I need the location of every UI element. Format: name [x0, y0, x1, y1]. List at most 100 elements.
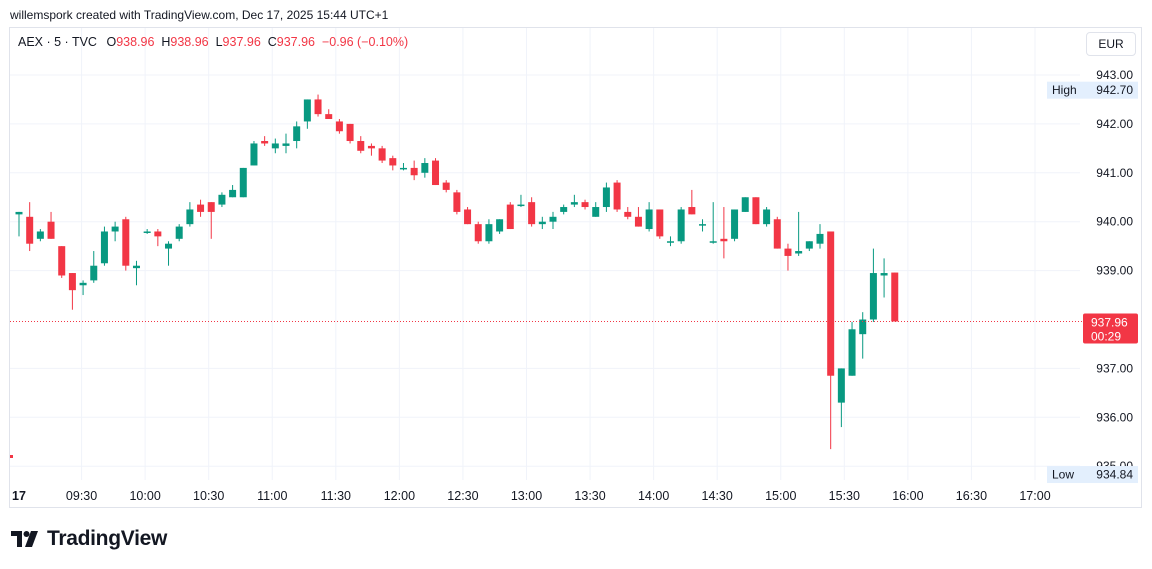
x-tick-label: 14:30 [702, 489, 733, 503]
candle-up [303, 99, 311, 122]
candle-up [485, 224, 493, 242]
x-tick-label: 16:30 [956, 489, 987, 503]
tradingview-logo[interactable]: TradingView [11, 527, 167, 551]
candle-down [346, 123, 354, 142]
ohlc-legend: AEX · 5 · TVC O938.96 H938.96 L937.96 C9… [18, 35, 408, 49]
low-value: 937.96 [222, 35, 261, 49]
attribution-text: willemspork created with TradingView.com… [10, 8, 389, 22]
candle-down [26, 216, 34, 244]
candle-up [848, 329, 856, 376]
candle-up [592, 207, 600, 217]
candle-up [699, 224, 707, 226]
y-tick-label: 940.00 [1096, 215, 1133, 229]
candle-up [805, 241, 813, 249]
candle-up [90, 265, 98, 281]
candle-down [453, 192, 461, 212]
last-price-countdown: 00:29 [1091, 329, 1121, 343]
x-tick-label: 15:00 [765, 489, 796, 503]
candle-down [432, 160, 440, 186]
candle-up [111, 226, 119, 232]
candle-up [602, 187, 610, 208]
open-value: 938.96 [116, 35, 155, 49]
candle-down [581, 202, 589, 208]
currency-button[interactable]: EUR [1086, 32, 1136, 56]
candle-down [207, 202, 215, 212]
y-tick-label: 939.00 [1096, 264, 1133, 278]
candle-down [720, 238, 728, 242]
candle-down [613, 182, 621, 210]
candle-down [474, 224, 482, 242]
candle-up [880, 273, 888, 276]
candle-down [378, 148, 386, 161]
candle-down [784, 248, 792, 256]
candle-down [197, 204, 205, 212]
candle-up [869, 273, 877, 320]
x-tick-label: 10:00 [129, 489, 160, 503]
candle-down [688, 207, 696, 215]
candle-up [250, 143, 258, 166]
candle-down [314, 99, 322, 115]
x-tick-label: 11:00 [257, 489, 287, 503]
candle-up [496, 219, 504, 232]
candle-down [773, 219, 781, 249]
low-label: Low [1052, 468, 1074, 482]
high-label: H [161, 35, 171, 49]
candle-down [122, 219, 130, 266]
candle-down [442, 182, 450, 190]
candle-down [506, 204, 514, 230]
x-tick-label: 17 [12, 489, 26, 503]
symbol-label[interactable]: AEX · 5 · TVC [18, 35, 97, 49]
y-tick-label: 941.00 [1096, 166, 1133, 180]
candle-down [656, 209, 664, 237]
last-price-value: 937.96 [1091, 315, 1128, 329]
candle-down [827, 231, 835, 376]
candle-down [367, 145, 375, 149]
candle-down [528, 202, 536, 225]
candle-up [421, 163, 429, 173]
candle-up [132, 265, 140, 269]
x-tick-label: 12:00 [384, 489, 415, 503]
y-tick-label: 936.00 [1096, 410, 1133, 424]
candle-up [143, 231, 151, 233]
candle-up [709, 241, 717, 243]
change-value: −0.96 (−0.10%) [321, 35, 409, 49]
high-value: 938.96 [170, 35, 209, 49]
y-tick-label: 937.00 [1096, 361, 1133, 375]
candle-up [731, 209, 739, 239]
high-value: 942.70 [1096, 83, 1133, 97]
candle-up [229, 189, 237, 198]
candle-down [634, 216, 642, 227]
close-value: 937.96 [276, 35, 315, 49]
x-tick-label: 13:30 [574, 489, 605, 503]
candle-down [624, 211, 632, 217]
low-value: 934.84 [1096, 468, 1133, 482]
candle-up [645, 209, 653, 230]
candle-up [239, 167, 247, 198]
candle-down [389, 158, 397, 166]
candle-down [357, 141, 365, 151]
low-badge [1047, 466, 1138, 484]
candle-up [837, 368, 845, 403]
x-tick-label: 14:00 [638, 489, 669, 503]
candle-down [58, 246, 66, 276]
candle-down [335, 121, 343, 132]
candle-up [271, 143, 279, 149]
candle-up [218, 194, 226, 205]
close-label: C [267, 35, 277, 49]
candle-up [517, 204, 525, 207]
candle-up [100, 231, 108, 264]
x-tick-label: 13:00 [511, 489, 542, 503]
candle-up [293, 126, 301, 142]
high-label: High [1052, 83, 1077, 97]
chart-frame[interactable] [9, 27, 1142, 508]
low-label: L [215, 35, 223, 49]
candle-up [36, 231, 44, 239]
y-tick-label: 942.00 [1096, 117, 1133, 131]
candle-up [795, 251, 803, 254]
candle-up [15, 211, 23, 215]
x-tick-label: 09:30 [66, 489, 97, 503]
candle-down [410, 167, 418, 176]
candle-up [165, 243, 173, 249]
